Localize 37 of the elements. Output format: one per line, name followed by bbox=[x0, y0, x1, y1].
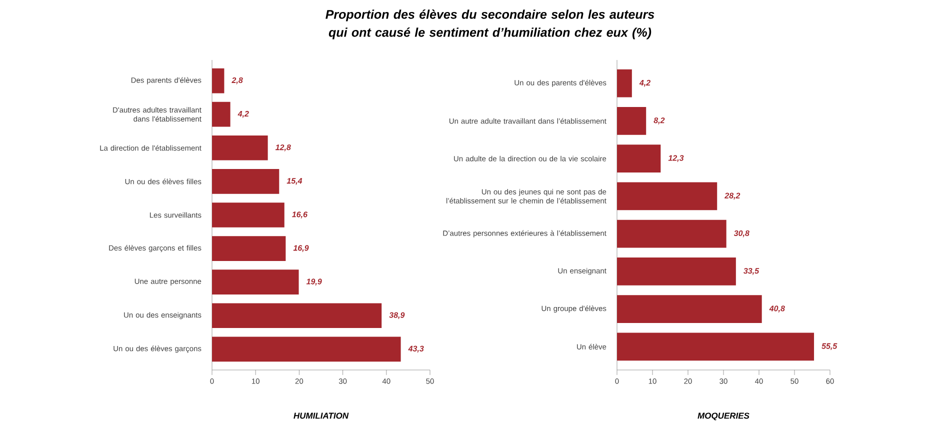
data-label: 2,8 bbox=[232, 77, 243, 84]
data-label: 15,4 bbox=[286, 178, 302, 185]
bar bbox=[617, 295, 762, 323]
bar bbox=[212, 68, 224, 94]
bar bbox=[617, 182, 718, 210]
data-label: 16,9 bbox=[293, 245, 309, 252]
bar bbox=[617, 107, 646, 135]
bar bbox=[212, 202, 284, 228]
data-label: 40,8 bbox=[769, 306, 785, 312]
bar bbox=[212, 102, 230, 127]
x-axis-title: MOQUERIES bbox=[698, 412, 750, 420]
bar bbox=[212, 336, 401, 362]
data-label: 33,5 bbox=[744, 268, 760, 275]
bar bbox=[212, 303, 382, 328]
data-label: 4,2 bbox=[238, 110, 249, 118]
data-label: 12,8 bbox=[275, 144, 291, 152]
data-label: 55,5 bbox=[822, 343, 838, 350]
bar bbox=[212, 169, 280, 194]
data-label: 28,2 bbox=[724, 192, 740, 200]
data-label: 8,2 bbox=[654, 118, 665, 124]
data-label: 19,9 bbox=[306, 278, 322, 286]
bar bbox=[617, 258, 736, 286]
bar bbox=[617, 69, 632, 98]
text: Proportion des élèves du secondaire selon les auteurs qui ont causé le sentiment d’humiliation chez eux (%) bbox=[326, 10, 654, 40]
x-axis-title: HUMILIATION bbox=[294, 412, 349, 419]
bar bbox=[212, 135, 268, 160]
data-label: 4,2 bbox=[639, 80, 650, 87]
bar bbox=[212, 270, 299, 294]
bar bbox=[212, 236, 286, 261]
data-label: 12,3 bbox=[668, 155, 684, 162]
data-label: 30,8 bbox=[734, 230, 750, 238]
bar bbox=[617, 332, 814, 361]
bar bbox=[617, 220, 726, 248]
data-label: 43,3 bbox=[408, 346, 424, 353]
bar bbox=[617, 144, 661, 172]
data-label: 38,9 bbox=[389, 312, 405, 320]
data-label: 16,6 bbox=[292, 212, 308, 218]
